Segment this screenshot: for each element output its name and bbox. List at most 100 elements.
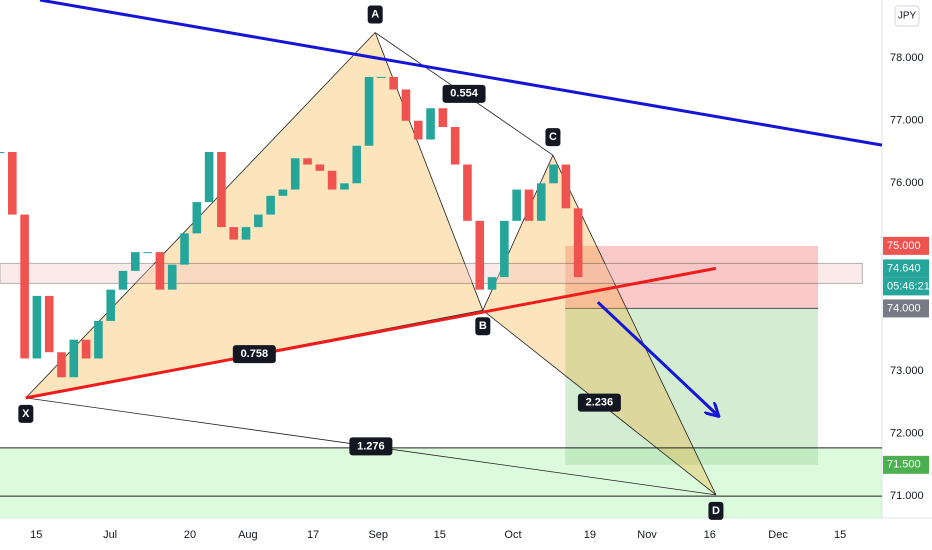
price-tag (883, 299, 929, 318)
range-box (0, 262, 863, 284)
ratio-label-bg (577, 393, 621, 412)
candle (573, 208, 583, 278)
candle (327, 170, 337, 190)
candle (0, 152, 5, 154)
y-tick-label: 77.000 (890, 115, 924, 127)
point-label: C (549, 131, 557, 143)
countdown-bg (883, 277, 929, 296)
x-tick-label: Aug (238, 529, 258, 541)
candle (340, 183, 349, 190)
y-tick-label: 71.000 (890, 490, 924, 502)
x-tick-label: Dec (768, 529, 788, 541)
candle (204, 152, 214, 203)
y-tick-label: 78.000 (890, 52, 924, 64)
candle (401, 89, 411, 121)
candle (155, 252, 165, 290)
candle (57, 352, 66, 378)
currency-box (894, 5, 920, 27)
candle (290, 158, 300, 190)
arrow (596, 301, 718, 415)
ratio-label: 0.758 (241, 348, 269, 360)
candle (352, 145, 362, 184)
x-tick-label: 15 (434, 529, 446, 541)
price-tag-label: 75.000 (887, 240, 921, 252)
candle (106, 289, 116, 321)
price-tag-label: 74.000 (887, 302, 921, 314)
x-tick-label: Sep (368, 529, 388, 541)
ratio-label-bg (349, 437, 393, 456)
candle (315, 164, 325, 171)
candle (389, 76, 398, 90)
candle (44, 295, 54, 353)
candle (377, 76, 386, 78)
point-label: B (479, 320, 487, 332)
y-tick-label: 73.000 (890, 365, 924, 377)
candle (192, 202, 202, 234)
candle (549, 164, 558, 184)
candle (266, 195, 275, 215)
candle (278, 189, 288, 196)
point-label: A (371, 8, 379, 20)
candle (413, 120, 423, 140)
candle (32, 295, 42, 359)
x-tick-label: Nov (637, 529, 657, 541)
x-tick-label: 15 (30, 529, 42, 541)
point-label-bg (545, 128, 561, 147)
candle (118, 270, 128, 290)
x-tick-label: 16 (704, 529, 716, 541)
trend-line (39, 0, 883, 147)
stop-zone (565, 245, 819, 309)
y-tick-label: 72.000 (890, 427, 924, 439)
candle (81, 339, 91, 359)
candle (450, 126, 460, 165)
ratio-label: 1.276 (357, 440, 385, 452)
candle (487, 277, 497, 290)
point-label: D (712, 505, 720, 517)
candle (536, 183, 546, 221)
x-tick-label: Jul (103, 529, 117, 541)
candle (500, 220, 509, 278)
x-tick-label: 17 (307, 529, 319, 541)
candle (524, 189, 534, 221)
candle (364, 76, 374, 146)
point-label-bg (18, 404, 34, 423)
candle (426, 108, 435, 140)
candle (7, 152, 17, 215)
point-label-bg (475, 317, 491, 336)
candle (475, 220, 485, 290)
candle (217, 152, 226, 228)
ratio-label-bg (442, 84, 486, 103)
currency: JPY (898, 11, 917, 22)
ratio-label: 0.554 (450, 88, 478, 100)
candle (167, 264, 177, 290)
candle (143, 252, 152, 254)
price-tag (883, 236, 929, 255)
price-tag-label: 74.640 (887, 262, 921, 274)
x-tick-label: 19 (584, 529, 596, 541)
x-tick-label: Oct (504, 529, 521, 541)
price-tag-label: 71.500 (887, 459, 921, 471)
price-tag (883, 259, 929, 278)
candle (69, 339, 79, 378)
candle (241, 227, 251, 240)
candle (463, 164, 472, 221)
countdown: 05:46:21 (887, 280, 930, 292)
support-line (25, 266, 717, 400)
point-label-bg (367, 5, 383, 24)
point-label: X (22, 408, 30, 420)
pattern-fill (482, 155, 716, 495)
y-tick-label: 76.000 (890, 177, 924, 189)
profit-zone (565, 308, 819, 465)
candle (254, 214, 263, 228)
candle (229, 227, 239, 240)
ratio-label-bg (232, 345, 276, 364)
candle (94, 320, 103, 359)
candle (561, 164, 571, 209)
x-tick-label: 15 (834, 529, 846, 541)
x-tick-label: 20 (184, 529, 196, 541)
candle (180, 233, 189, 265)
candle (131, 252, 140, 271)
candle (438, 108, 448, 127)
ratio-label: 2.236 (586, 396, 614, 408)
